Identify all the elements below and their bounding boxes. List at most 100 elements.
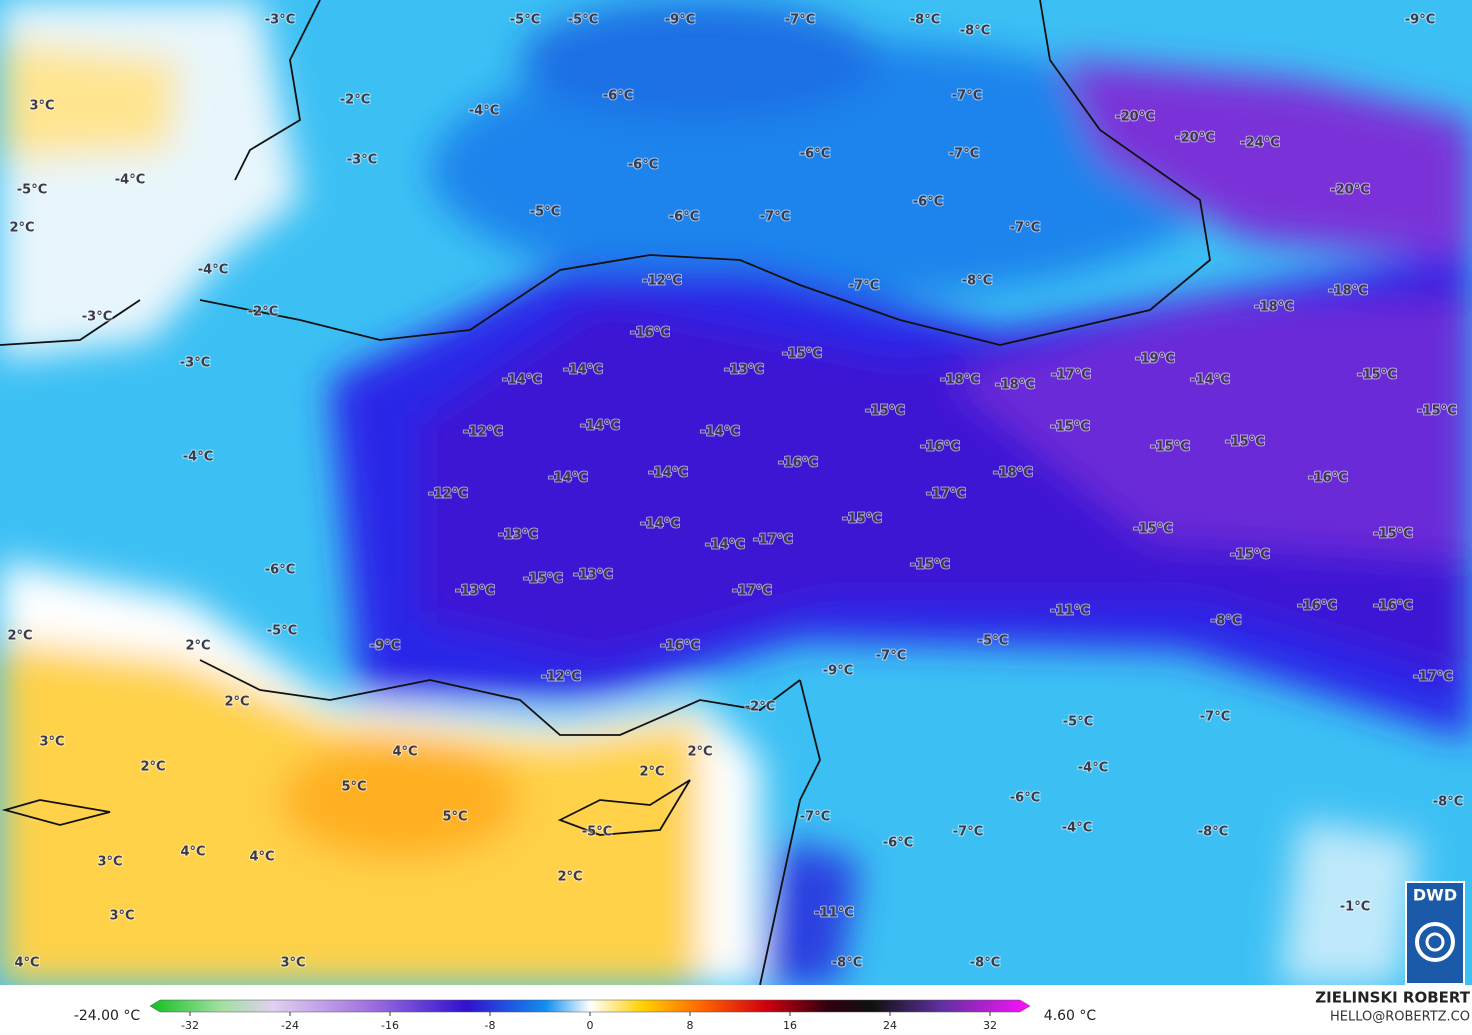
temperature-label: -7°C [849, 279, 879, 294]
temperature-label: -15°C [1373, 527, 1413, 542]
temperature-label: -15°C [1133, 522, 1173, 537]
temperature-label: -13°C [498, 528, 538, 543]
temperature-label: -14°C [648, 466, 688, 481]
temperature-label: 2°C [9, 221, 34, 236]
temperature-label: -16°C [778, 456, 818, 471]
temperature-label: -14°C [705, 538, 745, 553]
author: ZIELINSKI ROBERT [1315, 989, 1470, 1007]
temperature-label: -4°C [115, 173, 145, 188]
colorbar-tick-label: 0 [587, 1019, 594, 1032]
temperature-label: -6°C [800, 147, 830, 162]
legend-max: 4.60 °C [1044, 1008, 1097, 1024]
temperature-label: -5°C [510, 13, 540, 28]
temperature-label: -15°C [1050, 420, 1090, 435]
temperature-label: -12°C [463, 425, 503, 440]
temperature-label: -7°C [785, 13, 815, 28]
temperature-label: -16°C [1297, 599, 1337, 614]
temperature-label: 3°C [109, 909, 134, 924]
temperature-label: -7°C [876, 649, 906, 664]
temperature-label: -3°C [265, 13, 295, 28]
legend-min: -24.00 °C [74, 1008, 141, 1024]
colorbar-tick-label: -32 [181, 1019, 199, 1032]
temperature-label: -8°C [832, 956, 862, 971]
colorbar-tick-label: 8 [687, 1019, 694, 1032]
temperature-label: -6°C [669, 210, 699, 225]
temperature-label: -14°C [502, 373, 542, 388]
colorbar-tick-label: -24 [281, 1019, 299, 1032]
temperature-label: 2°C [140, 760, 165, 775]
temperature-label: 3°C [39, 735, 64, 750]
temperature-label: -14°C [563, 363, 603, 378]
temperature-label: -17°C [926, 487, 966, 502]
temperature-label: -20°C [1330, 183, 1370, 198]
temperature-label: -8°C [970, 956, 1000, 971]
temperature-label: -15°C [1417, 404, 1457, 419]
temperature-label: -13°C [724, 363, 764, 378]
temperature-label: -14°C [700, 425, 740, 440]
temperature-label: -2°C [340, 93, 370, 108]
temperature-label: 2°C [185, 639, 210, 654]
temperature-label: -9°C [1405, 13, 1435, 28]
temperature-label: 5°C [442, 810, 467, 825]
temperature-label: -4°C [1078, 761, 1108, 776]
temperature-label: -17°C [1413, 670, 1453, 685]
temperature-label: 2°C [687, 745, 712, 760]
temperature-label: -4°C [1062, 821, 1092, 836]
coastlines [0, 0, 1211, 985]
temperature-label: -6°C [913, 195, 943, 210]
temperature-label: -15°C [865, 404, 905, 419]
temperature-labels: -3°C -5°C -5°C -9°C -7°C -8°C -8°C -9°C 3°C -2°C -… [6, 12, 1464, 972]
temperature-label: -16°C [630, 326, 670, 341]
temperature-label: -15°C [523, 572, 563, 587]
temperature-label: -16°C [1373, 599, 1413, 614]
temperature-label: -7°C [1010, 221, 1040, 236]
temperature-label: -16°C [660, 639, 700, 654]
temperature-label: -4°C [469, 104, 499, 119]
colorbar-tick-label: -8 [485, 1019, 496, 1032]
temperature-label: -3°C [347, 153, 377, 168]
colorbar-tick-label: 24 [883, 1019, 897, 1032]
temperature-label: -18°C [1328, 284, 1368, 299]
colorbar-tick-label: -16 [381, 1019, 399, 1032]
colorbar [149, 999, 1031, 1013]
map-background [0, 0, 1472, 985]
temperature-label: 2°C [557, 870, 582, 885]
temperature-label: -20°C [1175, 131, 1215, 146]
temperature-label: -6°C [265, 563, 295, 578]
temperature-label: 3°C [97, 855, 122, 870]
temperature-label: -4°C [183, 450, 213, 465]
temperature-label: -2°C [248, 305, 278, 320]
temperature-label: 3°C [280, 956, 305, 971]
temperature-label: -14°C [1190, 373, 1230, 388]
temperature-label: -15°C [1357, 368, 1397, 383]
temperature-label: -17°C [753, 533, 793, 548]
temperature-label: 2°C [224, 695, 249, 710]
temperature-label: -1°C [1340, 900, 1370, 915]
temperature-label: -7°C [760, 210, 790, 225]
email: HELLO@ROBERTZ.CO [1330, 1010, 1470, 1025]
temperature-label: -7°C [800, 810, 830, 825]
temperature-label: -12°C [428, 487, 468, 502]
temperature-label: 4°C [249, 850, 274, 865]
temperature-label: -7°C [953, 825, 983, 840]
temperature-label: -18°C [995, 378, 1035, 393]
temperature-label: -9°C [823, 664, 853, 679]
temperature-label: -18°C [940, 373, 980, 388]
temperature-label: -6°C [628, 158, 658, 173]
temperature-label: -8°C [1211, 614, 1241, 629]
temperature-label: -11°C [1050, 604, 1090, 619]
logo-text: DWD [1413, 886, 1457, 905]
temperature-label: -8°C [1433, 795, 1463, 810]
temperature-label: 2°C [639, 765, 664, 780]
temperature-label: -14°C [548, 471, 588, 486]
temperature-label: -13°C [573, 568, 613, 583]
temperature-label: -15°C [1150, 440, 1190, 455]
temperature-label: -18°C [993, 466, 1033, 481]
temperature-label: -5°C [17, 183, 47, 198]
logo-swirl [1415, 922, 1455, 962]
temperature-label: -17°C [732, 584, 772, 599]
temperature-label: 3°C [29, 99, 54, 114]
temperature-label: 4°C [14, 956, 39, 971]
temperature-label: -7°C [1200, 710, 1230, 725]
